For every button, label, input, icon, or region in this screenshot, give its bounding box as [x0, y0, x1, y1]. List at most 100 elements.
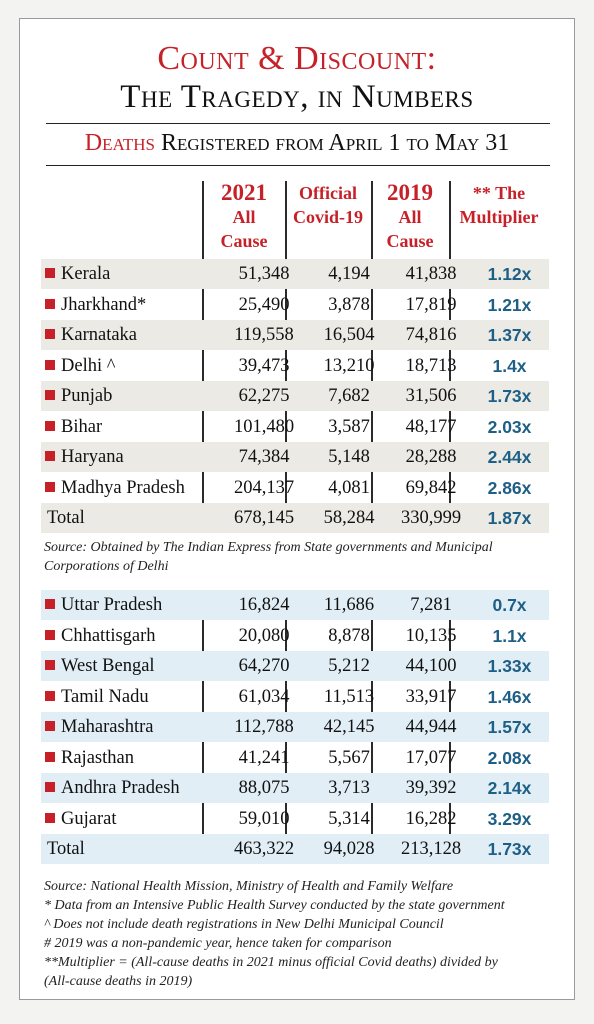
all-cause-2021-cell: 39,473 — [238, 355, 290, 376]
all-cause-2019-cell: 31,506 — [405, 386, 457, 406]
all-cause-2019-cell: 39,392 — [405, 778, 457, 798]
header-2019-all-cause: 2019 All Cause — [371, 181, 449, 253]
multiplier-cell: 1.73x — [487, 839, 532, 859]
state-cell: Maharashtra — [45, 712, 153, 742]
multiplier-cell: 2.44x — [487, 447, 532, 467]
multiplier-cell: 2.03x — [487, 416, 532, 437]
state-cell: Punjab — [45, 381, 112, 411]
all-cause-2021-cell: 678,145 — [233, 508, 295, 528]
all-cause-2021-cell: 64,270 — [238, 656, 290, 676]
bullet-square-icon — [45, 812, 55, 823]
bullet-square-icon — [45, 451, 55, 461]
bullet-square-icon — [45, 599, 55, 609]
multiplier-cell: 1.57x — [487, 717, 532, 737]
state-name: Maharashtra — [61, 717, 154, 737]
official-covid-cell: 42,145 — [323, 717, 375, 737]
official-covid-cell: 4,081 — [328, 477, 370, 498]
bullet-square-icon — [45, 690, 55, 701]
official-covid-cell: 3,713 — [328, 778, 370, 798]
subtitle-highlight: Deaths — [84, 130, 155, 156]
official-covid-cell: 5,212 — [328, 656, 370, 676]
state-name: Jharkhand* — [61, 294, 147, 315]
column-divider — [449, 181, 451, 529]
all-cause-2021-cell: 20,080 — [238, 625, 290, 646]
official-covid-cell: 11,686 — [323, 595, 375, 615]
header-text: Official — [299, 183, 357, 203]
title-line-1: Count & Discount: — [157, 40, 437, 77]
table-row: Tamil Nadu 61,034 11,513 33,917 1.46x — [41, 682, 549, 712]
footnote: ^ Does not include death registrations i… — [44, 917, 444, 932]
table-row: Kerala 51,348 4,194 41,838 1.12x — [41, 259, 549, 289]
multiplier-cell: 2.08x — [487, 747, 532, 768]
header-multiplier: ** The Multiplier — [449, 181, 549, 229]
all-cause-2021-cell: 119,558 — [234, 325, 294, 345]
official-covid-cell: 11,513 — [323, 686, 375, 707]
table-row: Maharashtra 112,788 42,145 44,944 1.57x — [41, 712, 549, 742]
all-cause-2021-cell: 101,480 — [233, 416, 295, 437]
state-name: Rajasthan — [61, 747, 134, 768]
bullet-square-icon — [45, 329, 55, 339]
state-name: Total — [47, 839, 85, 859]
bullet-square-icon — [45, 268, 55, 278]
official-covid-cell: 94,028 — [323, 839, 375, 859]
official-covid-cell: 7,682 — [328, 386, 370, 406]
state-cell: Delhi ^ — [45, 351, 115, 381]
state-cell: Madhya Pradesh — [45, 473, 185, 503]
state-cell: Total — [47, 834, 85, 864]
table-row: Karnataka 119,558 16,504 74,816 1.37x — [41, 320, 549, 350]
state-cell: Andhra Pradesh — [45, 773, 180, 803]
all-cause-2019-cell: 330,999 — [400, 508, 462, 528]
all-cause-2019-cell: 16,282 — [405, 808, 457, 829]
header-text: Multiplier — [459, 207, 539, 227]
table-row: Rajasthan 41,241 5,567 17,077 2.08x — [41, 743, 549, 773]
state-name: Tamil Nadu — [61, 686, 149, 707]
all-cause-2021-cell: 59,010 — [238, 808, 290, 829]
state-name: Bihar — [61, 416, 103, 437]
all-cause-2021-cell: 112,788 — [234, 717, 294, 737]
all-cause-2021-cell: 88,075 — [238, 778, 290, 798]
bullet-square-icon — [45, 721, 55, 731]
all-cause-2021-cell: 61,034 — [238, 686, 290, 707]
bullet-square-icon — [45, 782, 55, 792]
all-cause-2019-cell: 17,819 — [405, 294, 457, 315]
multiplier-cell: 1.4x — [492, 355, 527, 376]
footnote: (All-cause deaths in 2019) — [44, 974, 193, 989]
all-cause-2019-cell: 33,917 — [405, 686, 457, 707]
official-covid-cell: 16,504 — [323, 325, 375, 345]
official-covid-cell: 58,284 — [323, 508, 375, 528]
state-cell: Jharkhand* — [45, 290, 146, 320]
state-name: Punjab — [61, 386, 113, 406]
header-2021-all-cause: 2021 All Cause — [208, 181, 280, 253]
all-cause-2021-cell: 41,241 — [238, 747, 290, 768]
table-row: Delhi ^ 39,473 13,210 18,713 1.4x — [41, 351, 549, 381]
header-text: Cause — [220, 231, 268, 251]
header-text: Cause — [386, 231, 434, 251]
header-text: Covid-19 — [292, 207, 363, 227]
all-cause-2019-cell: 7,281 — [410, 595, 452, 615]
bullet-square-icon — [45, 481, 55, 492]
table-row: Chhattisgarh 20,080 8,878 10,135 1.1x — [41, 621, 549, 651]
table-row: Gujarat 59,010 5,314 16,282 3.29x — [41, 804, 549, 834]
bullet-square-icon — [45, 298, 55, 309]
source-text: Source: Obtained by The Indian Express f… — [44, 540, 493, 555]
state-name: Uttar Pradesh — [61, 595, 163, 615]
multiplier-cell: 0.7x — [492, 595, 527, 615]
table-row: Bihar 101,480 3,587 48,177 2.03x — [41, 412, 549, 442]
title-rule-bottom — [46, 165, 550, 166]
multiplier-cell: 1.12x — [487, 264, 532, 284]
header-text: All — [398, 207, 422, 227]
state-name: Madhya Pradesh — [61, 477, 185, 498]
state-name: Kerala — [61, 264, 111, 284]
state-cell: Karnataka — [45, 320, 137, 350]
state-cell: Kerala — [45, 259, 110, 289]
all-cause-2019-cell: 44,100 — [405, 656, 457, 676]
official-covid-cell: 5,567 — [328, 747, 370, 768]
footnote: * Data from an Intensive Public Health S… — [44, 898, 505, 913]
bullet-square-icon — [45, 751, 55, 762]
bullet-square-icon — [45, 359, 55, 370]
multiplier-cell: 2.14x — [487, 778, 532, 798]
bullet-square-icon — [45, 390, 55, 400]
state-cell: Chhattisgarh — [45, 621, 156, 651]
footnote: # 2019 was a non-pandemic year, hence ta… — [44, 936, 392, 951]
